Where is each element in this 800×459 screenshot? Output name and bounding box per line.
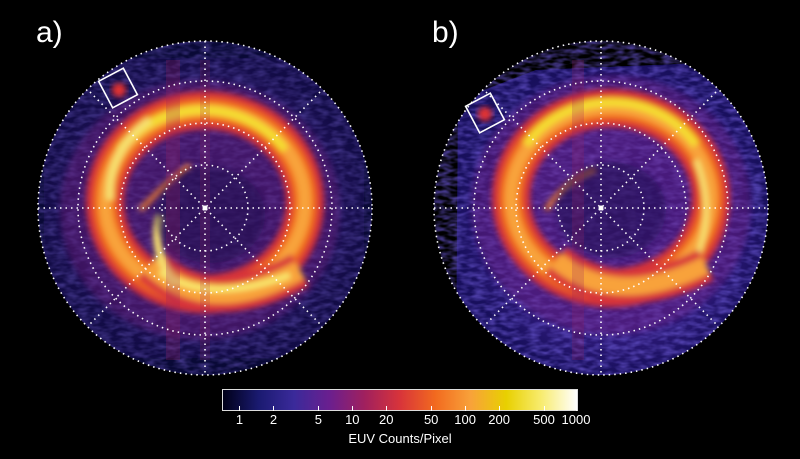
- colorbar-tick-mark: [576, 406, 577, 411]
- colorbar: 1 2 5 10 20 50 100 200 500 1000 EUV Counts/Pixel: [222, 389, 590, 459]
- colorbar-tick-label: 10: [345, 412, 360, 427]
- colorbar-tick-label: 50: [423, 412, 439, 427]
- colorbar-tick-mark: [318, 406, 320, 411]
- footprint-spot-a: [112, 83, 126, 97]
- footprint-box-a: [97, 67, 139, 109]
- colorbar-tick-mark: [239, 406, 241, 411]
- footprint-box-b: [464, 92, 506, 134]
- colorbar-tick-label: 5: [314, 412, 322, 427]
- colorbar-tick-label: 200: [488, 412, 510, 427]
- colorbar-tick-mark: [431, 406, 433, 411]
- auroral-oval-a: [86, 91, 324, 313]
- colorbar-tick-mark: [386, 406, 388, 411]
- polar-grid-a: [37, 40, 373, 376]
- panel-a-label: a): [36, 16, 63, 49]
- colorbar-tick-label: 1: [235, 412, 244, 427]
- colorbar-tick-mark: [499, 406, 501, 411]
- polar-grid-b: [433, 40, 769, 376]
- panel-b-label: b): [432, 16, 459, 49]
- auroral-image-b: [433, 40, 769, 376]
- auroral-image-a: [37, 40, 373, 376]
- colorbar-tick-mark: [544, 406, 546, 411]
- colorbar-tick-mark: [273, 406, 275, 411]
- auroral-oval-b: [492, 89, 730, 307]
- colorbar-tick-label: 1000: [561, 412, 591, 427]
- colorbar-tick-label: 2: [269, 412, 278, 427]
- colorbar-tick-mark: [465, 406, 467, 411]
- colorbar-tick-label: 20: [379, 412, 394, 427]
- footprint-spot-b: [478, 107, 492, 121]
- emission-map-b: [456, 60, 768, 375]
- colorbar-gradient: [222, 389, 578, 411]
- colorbar-tick-label: 100: [454, 412, 477, 427]
- colorbar-tick-label: 500: [533, 412, 555, 427]
- colorbar-title: EUV Counts/Pixel: [348, 431, 452, 446]
- colorbar-tick-mark: [352, 406, 354, 411]
